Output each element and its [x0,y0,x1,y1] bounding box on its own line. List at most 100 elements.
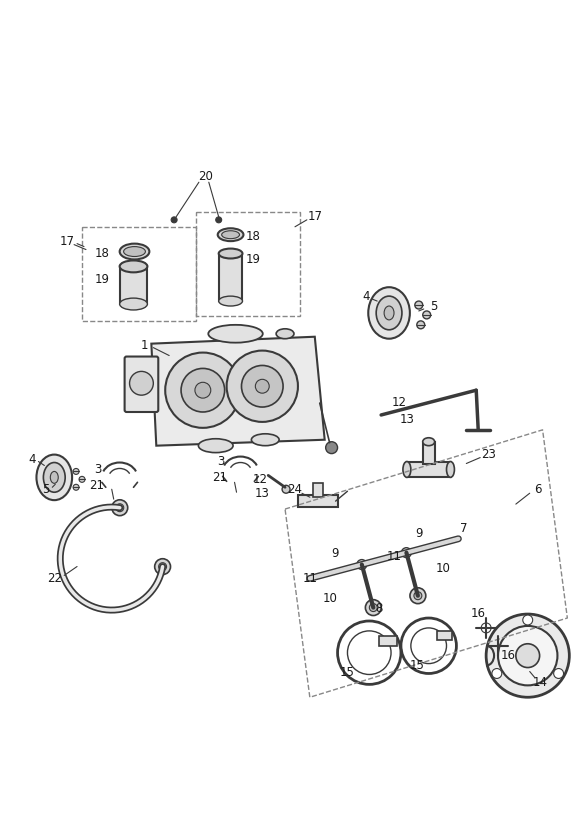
Circle shape [357,559,367,569]
Circle shape [216,217,222,222]
Circle shape [79,476,85,482]
Ellipse shape [276,329,294,339]
Text: 17: 17 [59,235,75,248]
Circle shape [414,592,422,600]
Text: 13: 13 [399,414,415,427]
Circle shape [523,615,533,625]
Text: 16: 16 [470,606,486,620]
Ellipse shape [43,462,65,492]
Ellipse shape [403,461,411,477]
Circle shape [417,321,425,329]
Circle shape [370,604,377,611]
Bar [120,266,147,304]
Circle shape [154,559,170,574]
Text: 10: 10 [436,562,451,575]
Text: 6: 6 [534,483,542,496]
Bar [407,461,451,477]
Circle shape [112,500,128,516]
Text: 3: 3 [217,455,224,468]
Text: 3: 3 [94,463,101,476]
Circle shape [129,372,153,396]
Text: 11: 11 [303,572,317,585]
Text: 10: 10 [322,592,337,605]
Ellipse shape [120,244,149,260]
Circle shape [486,614,570,697]
Text: 17: 17 [307,210,322,223]
Text: 23: 23 [480,448,496,461]
Ellipse shape [251,433,279,446]
Circle shape [415,301,423,309]
Text: 13: 13 [255,487,270,499]
Text: 1: 1 [141,339,148,352]
Text: 18: 18 [94,247,109,260]
Ellipse shape [219,249,243,259]
Circle shape [165,353,241,428]
Circle shape [195,382,211,398]
Text: 9: 9 [331,547,338,560]
Ellipse shape [120,298,147,310]
FancyBboxPatch shape [125,357,158,412]
Text: 12: 12 [391,396,406,409]
Circle shape [181,368,224,412]
Ellipse shape [447,461,454,477]
Circle shape [516,644,540,667]
Bar [313,484,323,497]
Ellipse shape [368,288,410,339]
Ellipse shape [50,471,58,484]
Circle shape [423,311,431,319]
Circle shape [241,366,283,407]
Ellipse shape [198,438,233,452]
Circle shape [492,668,502,678]
Text: 24: 24 [287,483,303,496]
Circle shape [326,442,338,453]
Ellipse shape [219,296,243,306]
Ellipse shape [376,296,402,330]
Ellipse shape [124,246,145,256]
Bar [196,212,300,316]
Circle shape [255,379,269,393]
Text: 8: 8 [375,602,383,615]
Text: 21: 21 [89,479,104,492]
Text: 4: 4 [29,453,36,466]
Circle shape [171,217,177,222]
Text: 21: 21 [212,471,227,484]
Text: 19: 19 [246,253,261,266]
Text: 16: 16 [500,649,515,662]
Text: 14: 14 [533,676,548,689]
Bar [298,495,338,507]
Circle shape [116,503,124,512]
Circle shape [481,623,491,633]
Text: 7: 7 [459,522,467,536]
Ellipse shape [208,325,263,343]
Circle shape [73,469,79,475]
Ellipse shape [222,231,240,239]
Text: 5: 5 [430,299,437,312]
Circle shape [282,485,290,494]
Bar [437,631,452,639]
Text: 11: 11 [387,550,402,563]
Circle shape [159,563,167,570]
Circle shape [498,626,557,686]
Bar [423,442,434,464]
Text: 18: 18 [246,230,261,243]
Circle shape [493,641,503,651]
Ellipse shape [423,438,434,446]
Ellipse shape [37,455,72,500]
Ellipse shape [120,260,147,273]
Circle shape [410,588,426,604]
Ellipse shape [217,228,244,241]
Text: 15: 15 [340,666,355,679]
Bar [219,254,243,301]
Circle shape [73,485,79,490]
Text: 4: 4 [363,289,370,302]
Ellipse shape [384,306,394,320]
Text: 20: 20 [198,170,213,183]
Text: 22: 22 [47,572,62,585]
Circle shape [366,600,381,616]
Polygon shape [152,337,325,446]
Circle shape [402,548,412,558]
Text: 9: 9 [415,527,423,541]
Circle shape [227,350,298,422]
Bar [379,636,397,646]
Circle shape [554,668,564,678]
